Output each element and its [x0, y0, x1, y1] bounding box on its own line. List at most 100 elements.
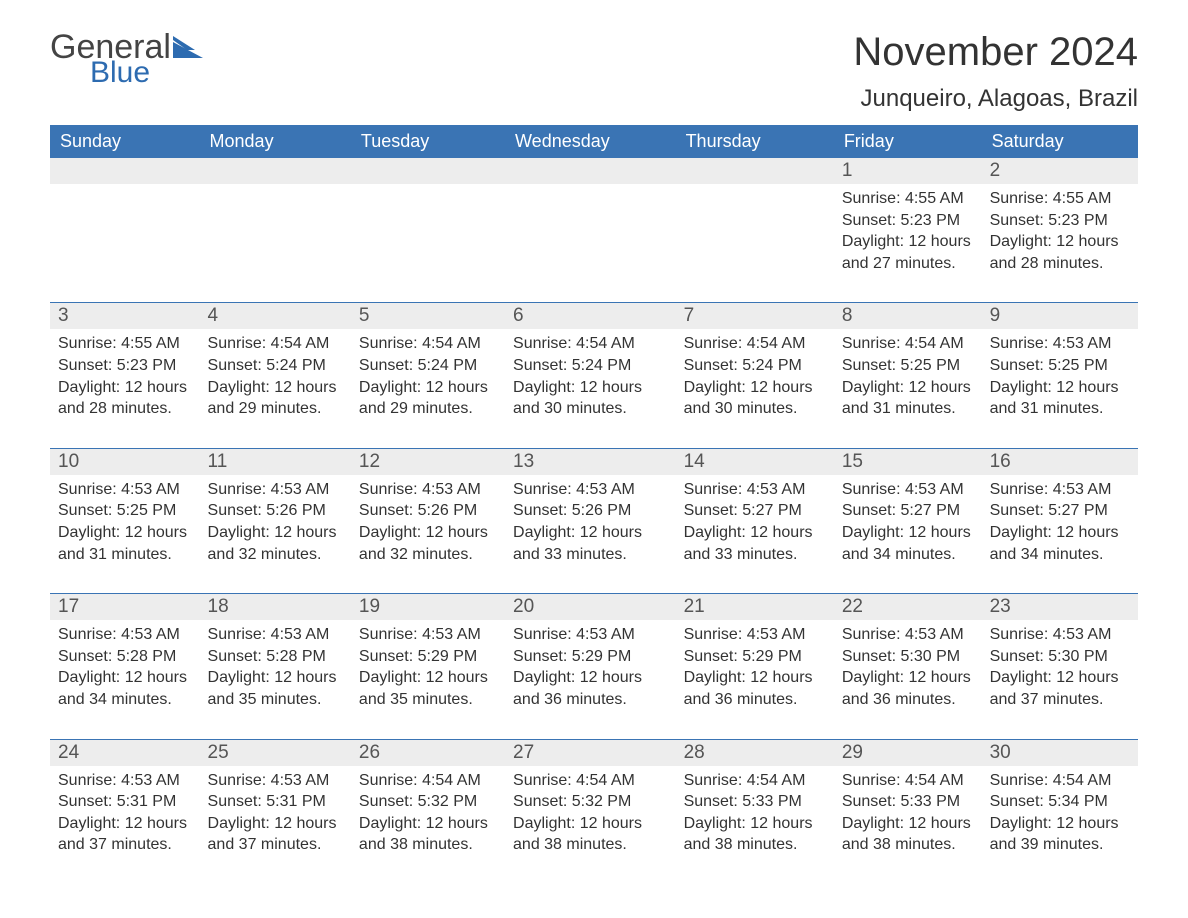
sunset: Sunset: 5:26 PM — [513, 500, 668, 522]
sunrise: Sunrise: 4:53 AM — [208, 770, 343, 792]
sunset: Sunset: 5:33 PM — [684, 791, 826, 813]
day-header: Sunday — [50, 125, 200, 158]
sunrise: Sunrise: 4:53 AM — [842, 624, 974, 646]
empty-cell — [505, 184, 676, 303]
day-details: Sunrise: 4:53 AMSunset: 5:31 PMDaylight:… — [50, 766, 200, 866]
day-details: Sunrise: 4:53 AMSunset: 5:25 PMDaylight:… — [982, 329, 1138, 448]
day-details: Sunrise: 4:53 AMSunset: 5:28 PMDaylight:… — [200, 620, 351, 739]
daylight: Daylight: 12 hours and 29 minutes. — [208, 377, 343, 420]
day-details: Sunrise: 4:55 AMSunset: 5:23 PMDaylight:… — [982, 184, 1138, 303]
day-number: 14 — [676, 449, 834, 475]
sunset: Sunset: 5:24 PM — [208, 355, 343, 377]
sunrise: Sunrise: 4:54 AM — [684, 770, 826, 792]
daylight: Daylight: 12 hours and 31 minutes. — [842, 377, 974, 420]
day-details: Sunrise: 4:54 AMSunset: 5:33 PMDaylight:… — [834, 766, 982, 866]
day-number: 23 — [982, 594, 1138, 620]
sunrise: Sunrise: 4:54 AM — [684, 333, 826, 355]
sunset: Sunset: 5:26 PM — [208, 500, 343, 522]
day-details-row: Sunrise: 4:53 AMSunset: 5:25 PMDaylight:… — [50, 475, 1138, 594]
daylight: Daylight: 12 hours and 31 minutes. — [990, 377, 1130, 420]
daylight: Daylight: 12 hours and 34 minutes. — [58, 667, 192, 710]
day-number: 22 — [834, 594, 982, 620]
empty-cell — [50, 158, 200, 184]
sunrise: Sunrise: 4:55 AM — [58, 333, 192, 355]
sunrise: Sunrise: 4:53 AM — [58, 624, 192, 646]
day-number: 21 — [676, 594, 834, 620]
day-number-row: 3456789 — [50, 303, 1138, 329]
day-number: 5 — [351, 303, 505, 329]
sunset: Sunset: 5:23 PM — [58, 355, 192, 377]
day-details-row: Sunrise: 4:55 AMSunset: 5:23 PMDaylight:… — [50, 184, 1138, 303]
sunrise: Sunrise: 4:54 AM — [513, 770, 668, 792]
day-number: 16 — [982, 449, 1138, 475]
daylight: Daylight: 12 hours and 34 minutes. — [842, 522, 974, 565]
daylight: Daylight: 12 hours and 36 minutes. — [513, 667, 668, 710]
sunrise: Sunrise: 4:54 AM — [359, 770, 497, 792]
sunrise: Sunrise: 4:54 AM — [842, 333, 974, 355]
daylight: Daylight: 12 hours and 38 minutes. — [842, 813, 974, 856]
daylight: Daylight: 12 hours and 30 minutes. — [513, 377, 668, 420]
daylight: Daylight: 12 hours and 39 minutes. — [990, 813, 1130, 856]
sunset: Sunset: 5:26 PM — [359, 500, 497, 522]
day-number: 19 — [351, 594, 505, 620]
day-details-row: Sunrise: 4:53 AM Sunset: 5:28 PM Daylight:… — [50, 620, 1138, 739]
sunrise: Sunrise: 4:54 AM — [842, 770, 974, 792]
day-number: 3 — [50, 303, 200, 329]
day-details: Sunrise: 4:53 AMSunset: 5:29 PMDaylight:… — [676, 620, 834, 739]
sunrise: Sunrise: 4:53 AM — [58, 479, 192, 501]
sunset: Sunset: 5:28 PM — [208, 646, 343, 668]
day-details: Sunrise: 4:54 AMSunset: 5:32 PMDaylight:… — [351, 766, 505, 866]
day-number: 12 — [351, 449, 505, 475]
day-header: Thursday — [676, 125, 834, 158]
day-details: Sunrise: 4:55 AMSunset: 5:23 PMDaylight:… — [834, 184, 982, 303]
calendar: SundayMondayTuesdayWednesdayThursdayFrid… — [50, 125, 1138, 866]
daylight: Daylight: 12 hours and 36 minutes. — [842, 667, 974, 710]
day-header: Saturday — [982, 125, 1138, 158]
sunrise: Sunrise: 4:53 AM — [359, 479, 497, 501]
sunrise: Sunrise: 4:54 AM — [208, 333, 343, 355]
daylight: Daylight: 12 hours and 33 minutes. — [513, 522, 668, 565]
sunrise: Sunrise: 4:53 AM — [359, 624, 497, 646]
day-number: 10 — [50, 449, 200, 475]
day-number: 2 — [982, 158, 1138, 184]
sunset: Sunset: 5:27 PM — [990, 500, 1130, 522]
logo-flag-icon — [173, 30, 203, 64]
day-details-row: Sunrise: 4:53 AMSunset: 5:31 PMDaylight:… — [50, 766, 1138, 866]
day-details: Sunrise: 4:53 AMSunset: 5:29 PMDaylight:… — [505, 620, 676, 739]
day-number: 8 — [834, 303, 982, 329]
sunset: Sunset: 5:30 PM — [990, 646, 1130, 668]
daylight: Daylight: 12 hours and 38 minutes. — [359, 813, 497, 856]
daylight: Daylight: 12 hours and 28 minutes. — [990, 231, 1130, 274]
daylight: Daylight: 12 hours and 37 minutes. — [58, 813, 192, 856]
sunset: Sunset: 5:29 PM — [684, 646, 826, 668]
day-number-row: 12 — [50, 158, 1138, 184]
daylight: Daylight: 12 hours and 33 minutes. — [684, 522, 826, 565]
day-details: Sunrise: 4:53 AMSunset: 5:29 PMDaylight:… — [351, 620, 505, 739]
day-number: 13 — [505, 449, 676, 475]
sunset: Sunset: 5:24 PM — [359, 355, 497, 377]
day-number: 25 — [200, 740, 351, 766]
day-number: 24 — [50, 740, 200, 766]
day-number: 28 — [676, 740, 834, 766]
daylight: Daylight: 12 hours and 36 minutes. — [684, 667, 826, 710]
day-header: Tuesday — [351, 125, 505, 158]
daylight: Daylight: 12 hours and 30 minutes. — [684, 377, 826, 420]
sunset: Sunset: 5:24 PM — [513, 355, 668, 377]
sunrise: Sunrise: 4:53 AM — [208, 479, 343, 501]
sunrise: Sunrise: 4:53 AM — [513, 624, 668, 646]
sunrise: Sunrise: 4:53 AM — [990, 333, 1130, 355]
day-details-row: Sunrise: 4:55 AMSunset: 5:23 PM Daylight:… — [50, 329, 1138, 448]
day-number: 1 — [834, 158, 982, 184]
day-details: Sunrise: 4:54 AMSunset: 5:24 PMDaylight:… — [505, 329, 676, 448]
day-header: Friday — [834, 125, 982, 158]
empty-cell — [351, 184, 505, 303]
logo-text: General Blue — [50, 30, 203, 88]
day-details: Sunrise: 4:53 AMSunset: 5:30 PMDaylight:… — [834, 620, 982, 739]
sunset: Sunset: 5:25 PM — [842, 355, 974, 377]
sunrise: Sunrise: 4:53 AM — [990, 479, 1130, 501]
day-details: Sunrise: 4:53 AMSunset: 5:26 PMDaylight:… — [351, 475, 505, 594]
sunset: Sunset: 5:25 PM — [990, 355, 1130, 377]
day-number: 30 — [982, 740, 1138, 766]
day-number: 27 — [505, 740, 676, 766]
day-number: 11 — [200, 449, 351, 475]
